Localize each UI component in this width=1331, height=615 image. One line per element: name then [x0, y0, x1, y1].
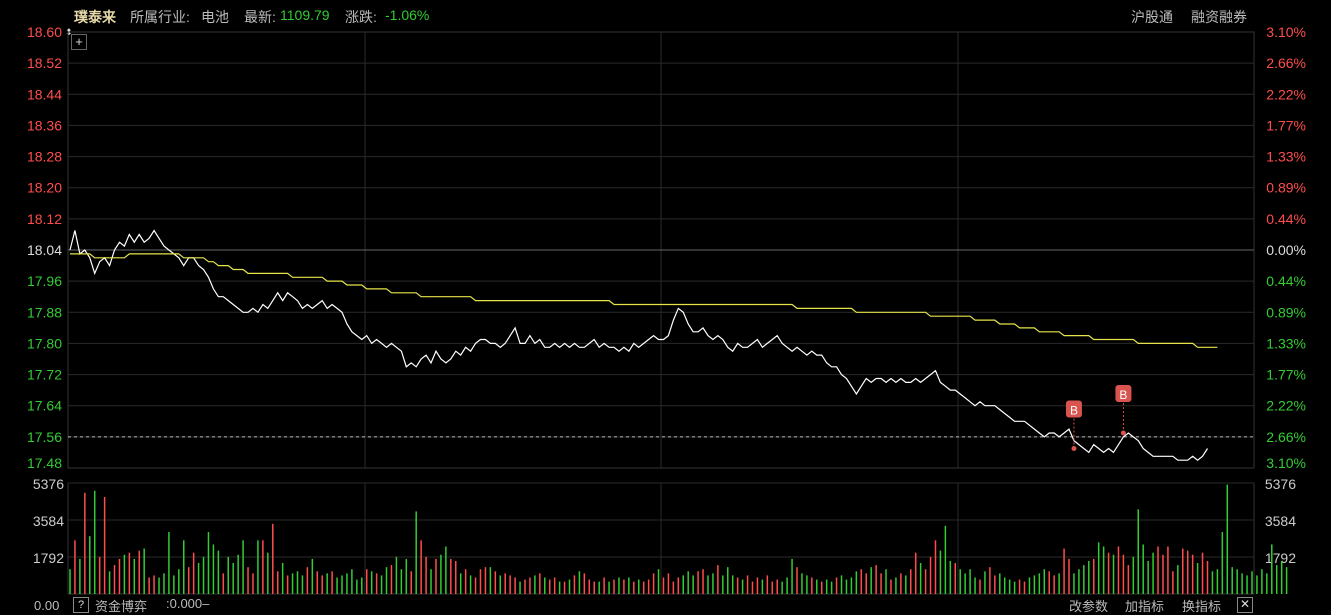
fund-game-label[interactable]: 资金博弈: [95, 599, 148, 614]
buy-marker-dot: [1120, 430, 1126, 436]
percent-tick-label: 1.77%: [1266, 117, 1306, 133]
price-tick-label: 17.96: [27, 273, 62, 289]
buy-marker-label: B: [1119, 388, 1127, 402]
price-tick-label: 18.60: [27, 24, 62, 40]
buy-marker-label: B: [1070, 404, 1078, 418]
volume-tick-label-right: 3584: [1265, 513, 1296, 529]
price-tick-label: 17.72: [27, 367, 62, 383]
percent-tick-label: 0.89%: [1266, 180, 1306, 196]
percent-tick-label: 1.33%: [1266, 149, 1306, 165]
price-tick-label: 18.52: [27, 55, 62, 71]
indicator-bar: 0.00 资金博弈 :0.000– 改参数 加指标 换指标: [0, 594, 1331, 614]
percent-tick-label: 3.10%: [1266, 24, 1306, 40]
volume-axis-zero-label: 0.00: [34, 598, 60, 613]
change-label: 涨跌:: [345, 9, 377, 25]
latest-label: 最新:: [244, 9, 276, 25]
margin-trading-link[interactable]: 融资融券: [1191, 9, 1247, 25]
volume-tick-label-right: 1792: [1265, 550, 1296, 566]
price-tick-label: 18.28: [27, 149, 62, 165]
percent-tick-label: 0.44%: [1266, 211, 1306, 227]
average-price-line: [70, 253, 1218, 348]
volume-tick-label: 1792: [33, 550, 64, 566]
hk-connect-link[interactable]: 沪股通: [1131, 9, 1173, 25]
price-tick-label: 17.80: [27, 335, 62, 351]
percent-tick-label: 1.77%: [1266, 367, 1306, 383]
volume-tick-label-right: 5376: [1265, 476, 1296, 492]
add-indicator-button[interactable]: 加指标: [1125, 599, 1165, 614]
edit-params-button[interactable]: 改参数: [1069, 599, 1109, 614]
price-tick-label: 18.44: [27, 86, 62, 102]
percent-tick-label: 2.22%: [1266, 86, 1306, 102]
percent-tick-label: 0.89%: [1266, 304, 1306, 320]
percent-tick-label: 0.44%: [1266, 273, 1306, 289]
stock-name[interactable]: 璞泰来: [74, 9, 116, 25]
price-tick-label: 18.20: [27, 180, 62, 196]
volume-tick-label: 5376: [33, 476, 64, 492]
quote-header: 璞泰来 所属行业: 电池 最新: 1109.79 涨跌: -1.06% 沪股通 …: [0, 0, 1331, 32]
price-tick-label: 17.48: [27, 455, 62, 471]
percent-tick-label: 3.10%: [1266, 455, 1306, 471]
switch-indicator-button[interactable]: 换指标: [1182, 599, 1222, 614]
buy-marker-badge: [1065, 400, 1082, 418]
price-tick-label: 18.36: [27, 117, 62, 133]
close-icon[interactable]: ✕: [1237, 597, 1253, 613]
price-tick-label: 17.64: [27, 398, 62, 414]
price-tick-label: 18.04: [27, 242, 62, 258]
percent-tick-label: 2.66%: [1266, 429, 1306, 445]
help-icon[interactable]: ?: [73, 597, 89, 613]
industry-label: 所属行业:: [130, 9, 190, 25]
fund-game-value: :0.000–: [166, 596, 210, 611]
buy-marker-dot: [1071, 446, 1077, 452]
percent-tick-label: 0.00%: [1266, 242, 1306, 258]
price-tick-label: 17.88: [27, 304, 62, 320]
plus-icon[interactable]: +: [71, 34, 87, 50]
percent-tick-label: 2.66%: [1266, 55, 1306, 71]
change-value: -1.06%: [385, 7, 430, 23]
percent-tick-label: 2.22%: [1266, 398, 1306, 414]
price-line: [69, 229, 1209, 461]
industry-value[interactable]: 电池: [201, 9, 229, 25]
price-tick-label: 18.12: [27, 211, 62, 227]
volume-tick-label: 3584: [33, 513, 64, 529]
latest-value: 1109.79: [280, 7, 330, 23]
percent-tick-label: 1.33%: [1266, 335, 1306, 351]
price-tick-label: 17.56: [27, 429, 62, 445]
buy-marker-badge: [1115, 384, 1132, 402]
